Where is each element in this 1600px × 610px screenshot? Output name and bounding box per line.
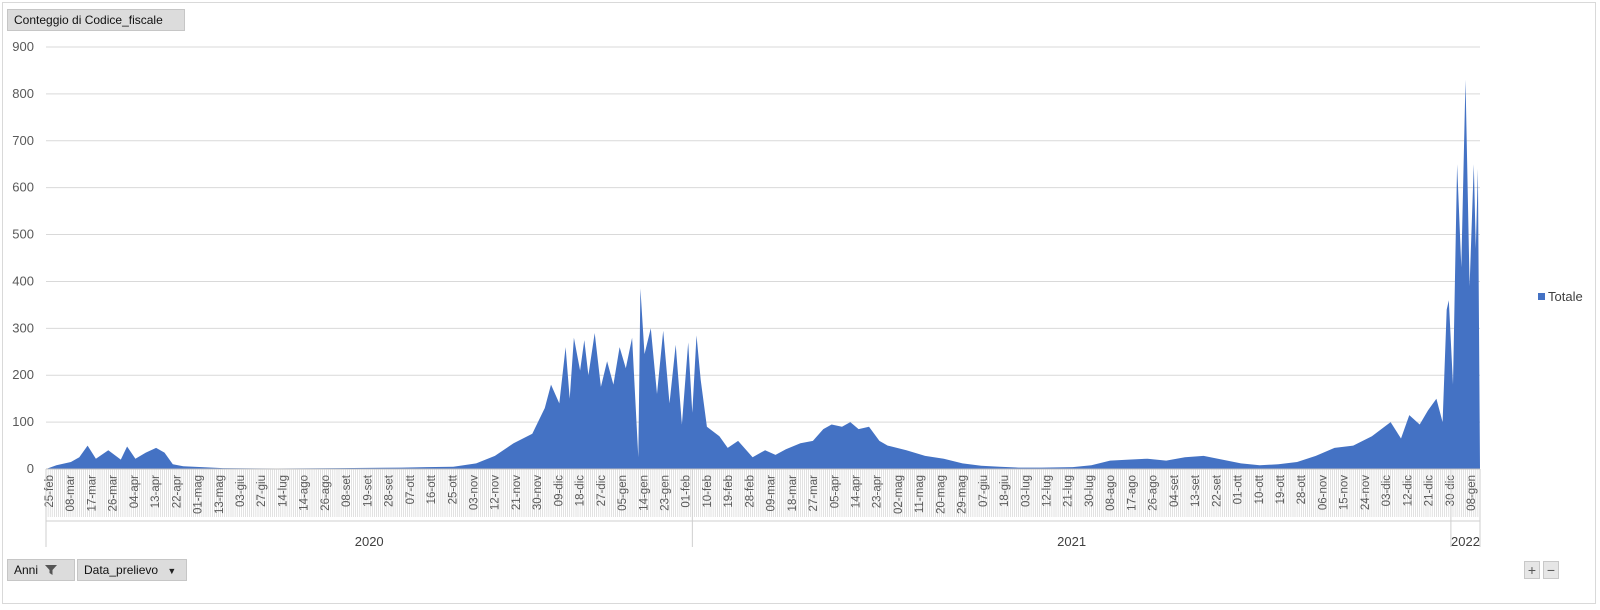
x-tick-label: 07-giu — [978, 475, 990, 507]
x-tick-label: 13-apr — [150, 475, 162, 508]
axis-field-button[interactable]: Data_prelievo ▼ — [77, 559, 187, 581]
x-tick-label: 28-feb — [744, 475, 756, 508]
x-tick-label: 23-apr — [872, 475, 884, 508]
zoom-out-button[interactable]: − — [1543, 561, 1559, 579]
x-tick-label: 22-set — [1211, 474, 1223, 507]
x-tick-label: 14-ago — [299, 475, 311, 511]
y-tick-label: 100 — [12, 414, 34, 429]
x-tick-label: 17-ago — [1126, 475, 1138, 511]
y-tick-label: 600 — [12, 180, 34, 195]
legend-label: Totale — [1548, 289, 1583, 304]
x-tick-label: 06-nov — [1317, 475, 1329, 510]
x-tick-label: 30-nov — [532, 475, 544, 510]
x-tick-label: 26-mar — [108, 475, 120, 512]
x-tick-label: 04-apr — [129, 475, 141, 508]
x-tick-label: 08-ago — [1105, 475, 1117, 511]
x-tick-label: 01-mag — [193, 475, 205, 514]
area-series-totale — [46, 79, 1480, 470]
year-label: 2022 — [1451, 534, 1480, 549]
y-tick-label: 300 — [12, 320, 34, 335]
x-tick-label: 28-set — [384, 474, 396, 507]
x-tick-label: 13-set — [1190, 474, 1202, 507]
x-tick-label: 14-lug — [278, 475, 290, 507]
y-tick-label: 500 — [12, 227, 34, 242]
x-tick-label: 12-nov — [490, 475, 502, 510]
x-tick-label: 05-gen — [617, 475, 629, 511]
x-tick-label: 05-apr — [829, 475, 841, 508]
value-field-button[interactable]: Conteggio di Codice_fiscale — [7, 9, 185, 31]
filter-field-label: Anni — [14, 563, 39, 577]
y-tick-label: 400 — [12, 273, 34, 288]
x-tick-label: 07-ott — [405, 474, 417, 504]
legend-swatch — [1538, 293, 1545, 300]
x-tick-label: 20-mag — [935, 475, 947, 514]
zoom-in-button[interactable]: + — [1524, 561, 1540, 579]
x-tick-label: 22-apr — [171, 475, 183, 508]
filter-field-button[interactable]: Anni — [7, 559, 75, 581]
x-tick-label: 02-mag — [893, 475, 905, 514]
x-tick-label: 18-mar — [787, 475, 799, 512]
x-tick-label: 19-feb — [723, 475, 735, 508]
x-tick-label: 26-ago — [320, 475, 332, 511]
x-tick-label: 08-mar — [65, 475, 77, 512]
x-tick-label: 27-dic — [596, 475, 608, 507]
x-tick-label: 27-mar — [808, 475, 820, 512]
x-tick-label: 03-giu — [235, 475, 247, 507]
x-tick-label: 15-nov — [1339, 475, 1351, 510]
x-tick-label: 21-nov — [511, 475, 523, 510]
x-tick-label: 03-nov — [469, 475, 481, 510]
x-tick-label: 13-mag — [214, 475, 226, 514]
x-tick-label: 18-dic — [575, 475, 587, 507]
x-tick-label: 28-ott — [1296, 474, 1308, 504]
y-tick-label: 800 — [12, 86, 34, 101]
x-tick-label: 26-ago — [1148, 475, 1160, 511]
y-tick-label: 0 — [27, 461, 34, 476]
x-tick-label: 14-apr — [851, 475, 863, 508]
x-tick-label: 09-mar — [766, 475, 778, 512]
x-tick-label: 25-ott — [447, 474, 459, 504]
y-tick-label: 900 — [12, 39, 34, 54]
legend: Totale — [1538, 289, 1583, 304]
y-tick-label: 700 — [12, 133, 34, 148]
x-tick-label: 12-dic — [1402, 475, 1414, 507]
x-tick-label: 18-giu — [999, 475, 1011, 507]
x-tick-label: 11-mag — [914, 475, 926, 513]
value-field-label: Conteggio di Codice_fiscale — [14, 13, 163, 27]
x-tick-label: 23-gen — [660, 475, 672, 511]
x-tick-label: 16-ott — [426, 474, 438, 504]
x-tick-label: 01-ott — [1233, 474, 1245, 504]
x-tick-label: 19-set — [362, 474, 374, 507]
chevron-down-icon[interactable]: ▼ — [167, 566, 177, 576]
x-tick-label: 03-lug — [1020, 475, 1032, 507]
x-tick-label: 14-gen — [638, 475, 650, 511]
x-tick-label: 03-dic — [1381, 475, 1393, 507]
x-tick-label: 21-lug — [1063, 475, 1075, 507]
filter-icon[interactable] — [44, 564, 58, 579]
axis-field-label: Data_prelievo — [84, 563, 159, 577]
year-label: 2021 — [1057, 534, 1086, 549]
x-tick-label: 25-feb — [44, 475, 56, 508]
x-tick-label: 01-feb — [681, 475, 693, 508]
x-tick-label: 09-dic — [553, 475, 565, 507]
x-tick-label: 12-lug — [1042, 475, 1054, 507]
year-label: 2020 — [355, 534, 384, 549]
x-tick-label: 08-set — [341, 474, 353, 507]
x-tick-label: 30-lug — [1084, 475, 1096, 507]
x-tick-label: 21-dic — [1424, 475, 1436, 507]
x-tick-label: 10-feb — [702, 475, 714, 508]
x-tick-label: 19-ott — [1275, 474, 1287, 504]
y-tick-label: 200 — [12, 367, 34, 382]
x-tick-label: 17-mar — [86, 475, 98, 512]
x-tick-label: 29-mag — [957, 475, 969, 514]
x-tick-label: 27-giu — [256, 475, 268, 507]
x-tick-label: 24-nov — [1360, 475, 1372, 510]
x-tick-label: 10-ott — [1254, 474, 1266, 504]
x-tick-label: 04-set — [1169, 474, 1181, 507]
x-tick-label: 08-gen — [1466, 475, 1478, 511]
